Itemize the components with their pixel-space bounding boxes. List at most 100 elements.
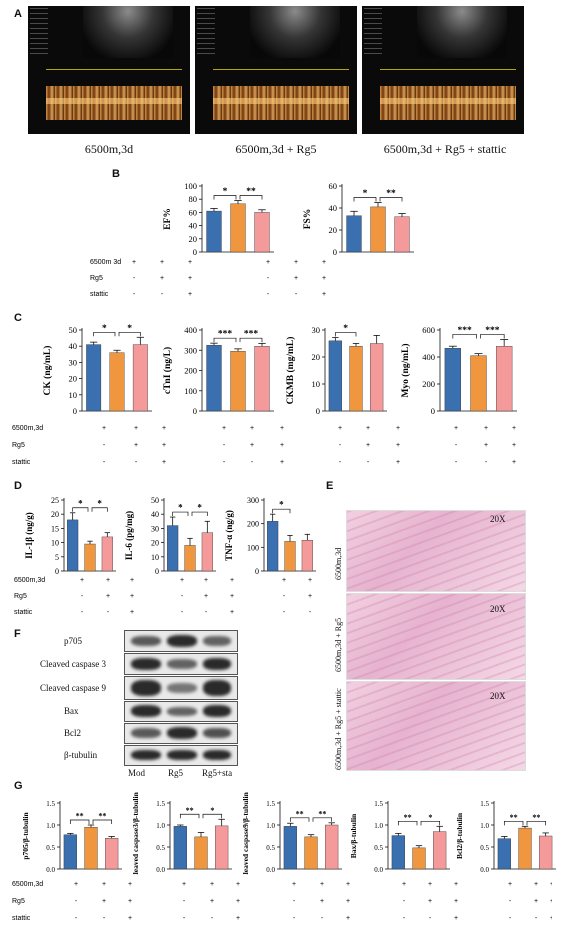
condition-sign: - — [183, 898, 186, 905]
y-tick-label: 40 — [69, 341, 78, 351]
significance-stars: ** — [532, 813, 540, 822]
y-tick-label: 0 — [193, 247, 197, 257]
significance-bracket — [118, 331, 141, 337]
bar — [194, 836, 208, 870]
condition-sign: - — [403, 915, 406, 922]
condition-sign: + — [282, 577, 286, 584]
condition-sign: + — [236, 915, 240, 922]
significance-stars: *** — [485, 326, 500, 336]
blot-strip-caspase3 — [124, 653, 238, 675]
condition-label: Rg5 — [90, 275, 103, 282]
condition-sign: + — [162, 442, 166, 449]
bar — [370, 206, 386, 253]
bar — [84, 543, 96, 572]
significance-stars: * — [127, 324, 132, 334]
condition-sign: + — [454, 915, 458, 922]
condition-sign: - — [103, 915, 106, 922]
echo-image-2 — [195, 6, 357, 134]
echo-caption-3: 6500m,3d + Rg5 + stattic — [383, 142, 507, 156]
condition-sign: + — [210, 898, 214, 905]
y-tick-label: 5 — [55, 553, 59, 562]
y-tick-label: 0.0 — [156, 866, 165, 874]
y-tick-label: 100 — [247, 543, 259, 552]
panel-label-e: E — [326, 480, 334, 492]
condition-sign: + — [402, 881, 406, 888]
y-tick-label: 40 — [189, 221, 198, 231]
condition-sign: + — [182, 881, 186, 888]
y-tick-label: 1.5 — [46, 800, 55, 808]
chart-tnfa: TNF-α (ng/g) 0 100 200 300 * — [224, 496, 316, 576]
condition-sign: - — [509, 898, 512, 905]
bar — [230, 351, 246, 412]
condition-sign: - — [321, 915, 324, 922]
chart-il1b: IL-1β (ng/g) 0 5 10 15 20 25 * * — [24, 496, 116, 576]
y-tick-label: 1.5 — [374, 800, 383, 808]
condition-label: Rg5 — [12, 442, 25, 449]
bar — [215, 825, 229, 870]
condition-sign: + — [162, 425, 166, 432]
y-tick-label: 60 — [189, 207, 198, 217]
condition-label: 6500m,3d — [12, 425, 43, 432]
bar — [206, 210, 222, 253]
bar — [394, 216, 410, 253]
y-tick-label: 1.0 — [156, 822, 165, 830]
echo-caption-2: 6500m,3d + Rg5 — [235, 142, 317, 156]
bar — [105, 838, 119, 870]
condition-sign: + — [280, 425, 284, 432]
condition-sign: + — [550, 915, 552, 922]
condition-sign: + — [162, 459, 166, 466]
y-axis-label: FS% — [303, 209, 313, 230]
y-tick-label: 0 — [55, 567, 59, 576]
y-tick-label: 40 — [329, 203, 338, 213]
condition-sign: + — [102, 881, 106, 888]
significance-bracket — [93, 331, 116, 337]
significance-stars: * — [210, 806, 214, 815]
significance-bracket — [172, 511, 189, 517]
y-tick-label: 40 — [151, 510, 159, 519]
significance-bracket — [239, 195, 263, 200]
condition-sign: + — [534, 881, 538, 888]
significance-stars: ** — [404, 813, 412, 822]
condition-sign: - — [455, 459, 458, 466]
condition-sign: - — [403, 898, 406, 905]
significance-stars: * — [428, 813, 432, 822]
condition-sign: - — [181, 609, 184, 616]
y-tick-label: 400 — [422, 352, 435, 362]
conditions-g: 6500m,3d + + + + + + + + + + + + + + + Rg5 - + + - + + - + + - + + - +… — [12, 881, 552, 922]
significance-stars: * — [97, 498, 102, 508]
panel-label-b: B — [112, 168, 120, 180]
y-axis-label: Bcl2/β-tubulin — [455, 812, 464, 859]
chart-ckmb: CKMB (mg/mL) 0 10 20 30 * — [285, 324, 387, 416]
magnification-label-3: 20X — [490, 691, 506, 701]
condition-sign: + — [346, 881, 350, 888]
condition-sign: + — [230, 577, 234, 584]
bar — [254, 346, 270, 412]
condition-sign: + — [346, 915, 350, 922]
y-axis-label: CK (ng/mL) — [42, 346, 53, 396]
y-tick-label: 1.5 — [480, 800, 489, 808]
conditions-d: 6500m,3d+++++++++Rg5-++-++-++stattic--+-… — [14, 577, 312, 616]
y-tick-label: 0.5 — [46, 844, 55, 852]
chart-cleaved-caspase3: Cleaved caspase3/β-tubulin 0.00.51.01.5**… — [131, 791, 232, 875]
bar — [67, 519, 79, 572]
condition-sign: - — [133, 275, 136, 282]
y-axis-label: TNF-α (ng/g) — [224, 510, 234, 561]
condition-sign: - — [135, 459, 138, 466]
y-tick-label: 300 — [247, 496, 259, 505]
significance-bracket — [379, 197, 403, 202]
chart-il6: IL-6 (pg/mg) 0 10 20 30 40 50 * * — [124, 496, 216, 576]
significance-bracket — [272, 508, 291, 514]
chart-bcl2: Bcl2/β-tubulin 0.0 0.5 1.0 1.5 ** ** — [455, 800, 556, 874]
significance-bracket — [72, 507, 89, 512]
y-axis-label: IL-6 (pg/mg) — [124, 511, 134, 560]
significance-stars: *** — [458, 326, 473, 336]
blot-label-bcl2: Bcl2 — [64, 728, 81, 738]
condition-sign: + — [210, 881, 214, 888]
significance-stars: ** — [510, 813, 518, 822]
condition-sign: - — [133, 291, 136, 298]
significance-stars: ** — [186, 806, 194, 815]
y-tick-label: 1.5 — [156, 800, 165, 808]
bar — [84, 827, 98, 870]
condition-sign: + — [188, 259, 192, 266]
